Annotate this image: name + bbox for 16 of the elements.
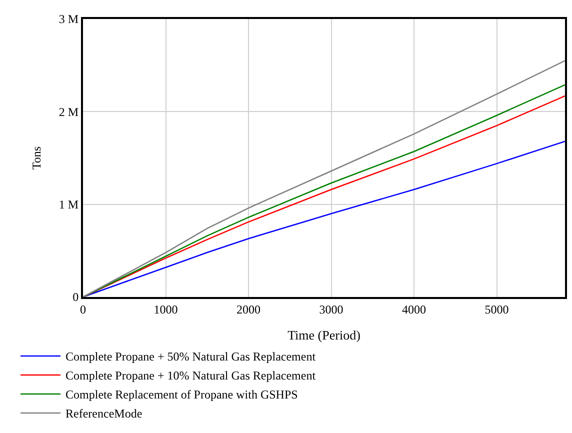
y-tick-label: 1 M: [58, 198, 79, 212]
x-tick-label: 3000: [319, 302, 344, 316]
legend-label: Complete Propane + 50% Natural Gas Replacement: [66, 350, 316, 364]
x-tick-label: 5000: [484, 302, 509, 316]
x-tick-label: 4000: [402, 302, 426, 316]
x-tick-label: 2000: [236, 302, 261, 316]
y-tick-label: 2 M: [58, 104, 79, 119]
legend-label: Complete Replacement of Propane with GSHPS: [66, 388, 298, 402]
y-axis-title: Tons: [30, 146, 44, 170]
x-tick-label: 1000: [154, 302, 178, 316]
y-tick-label: 0: [72, 290, 79, 304]
y-tick-label: 3 M: [58, 12, 79, 26]
x-axis-title: Time (Period): [288, 328, 360, 342]
legend-label: Complete Propane + 10% Natural Gas Replacement: [66, 368, 316, 383]
line-series: [83, 140, 565, 297]
legend-label: ReferenceMode: [66, 406, 142, 421]
